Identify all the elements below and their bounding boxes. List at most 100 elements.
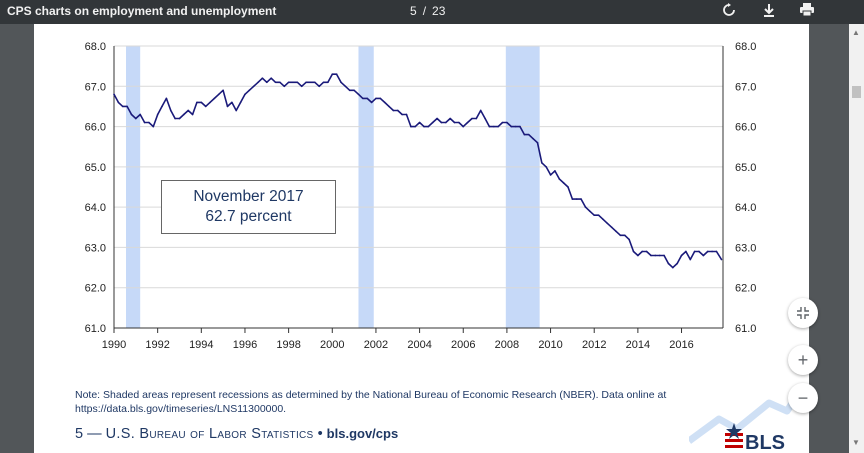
data-point-23 xyxy=(213,97,216,100)
data-point-28 xyxy=(235,109,238,112)
data-point-43 xyxy=(300,85,303,88)
data-point-44 xyxy=(305,81,307,84)
data-point-2 xyxy=(121,105,124,108)
logo-text: BLS xyxy=(745,432,785,453)
data-point-49 xyxy=(327,81,329,84)
footer-bullet: • xyxy=(317,426,323,442)
data-point-128 xyxy=(671,266,674,269)
data-point-123 xyxy=(650,254,652,257)
data-point-116 xyxy=(619,234,622,237)
scroll-up-icon[interactable]: ▲ xyxy=(852,28,860,37)
data-point-134 xyxy=(698,250,700,253)
data-point-107 xyxy=(580,198,582,200)
data-point-45 xyxy=(309,81,312,84)
data-point-81 xyxy=(466,121,469,124)
x-tick-2016: 2016 xyxy=(669,339,693,351)
slide-footer: 5 — U.S. Bureau of Labor Statistics • bl… xyxy=(75,426,398,442)
data-point-84 xyxy=(479,109,482,112)
scrollbar-thumb[interactable] xyxy=(852,86,861,98)
x-tick-2000: 2000 xyxy=(320,339,344,351)
data-point-99 xyxy=(545,166,547,168)
data-point-40 xyxy=(287,81,290,84)
data-point-52 xyxy=(340,81,342,84)
y-tick-left-67.0: 67.0 xyxy=(85,81,106,93)
footer-agency: U.S. Bureau of Labor Statistics xyxy=(105,426,314,442)
data-point-32 xyxy=(252,85,255,88)
vertical-scrollbar[interactable]: ▲ ▼ xyxy=(849,24,864,453)
x-tick-1996: 1996 xyxy=(233,339,257,351)
data-point-92 xyxy=(514,125,517,128)
callout-value: 62.7 percent xyxy=(205,208,292,225)
data-point-122 xyxy=(645,250,648,253)
scroll-down-icon[interactable]: ▼ xyxy=(852,438,860,447)
data-point-76 xyxy=(444,121,447,124)
data-point-17 xyxy=(187,109,190,112)
zoom-out-button[interactable]: − xyxy=(788,383,818,413)
data-point-66 xyxy=(401,113,403,116)
page-separator: / xyxy=(422,4,427,18)
data-point-12 xyxy=(165,97,168,100)
data-point-87 xyxy=(493,125,495,128)
data-point-88 xyxy=(497,125,499,128)
footer-page-number: 5 xyxy=(75,426,84,442)
callout-date: November 2017 xyxy=(193,188,304,205)
data-point-4 xyxy=(130,113,133,116)
data-point-80 xyxy=(462,125,465,128)
data-point-115 xyxy=(615,230,617,233)
data-point-77 xyxy=(449,117,451,120)
data-point-75 xyxy=(440,121,443,124)
data-point-91 xyxy=(510,125,513,128)
data-point-34 xyxy=(261,77,264,80)
data-point-112 xyxy=(602,218,604,221)
x-tick-1998: 1998 xyxy=(276,339,300,351)
x-tick-2012: 2012 xyxy=(582,339,606,351)
data-point-121 xyxy=(641,250,644,253)
current-page-number[interactable]: 5 xyxy=(410,4,417,18)
x-tick-2002: 2002 xyxy=(364,339,388,351)
note-line-1: Note: Shaded areas represent recessions … xyxy=(75,389,667,401)
data-point-51 xyxy=(335,73,338,75)
data-point-14 xyxy=(174,117,176,120)
data-point-3 xyxy=(126,105,128,108)
data-point-103 xyxy=(562,182,565,184)
print-icon[interactable] xyxy=(798,3,816,21)
data-point-94 xyxy=(523,133,526,136)
data-point-102 xyxy=(558,178,561,180)
x-tick-2008: 2008 xyxy=(495,339,519,351)
recession-shading xyxy=(126,46,540,328)
data-point-117 xyxy=(623,234,626,237)
data-point-133 xyxy=(693,250,696,253)
data-point-100 xyxy=(549,174,552,176)
y-tick-right-65.0: 65.0 xyxy=(735,162,756,174)
y-tick-right-63.0: 63.0 xyxy=(735,242,756,254)
data-point-8 xyxy=(148,121,150,124)
footer-url: bls.gov/cps xyxy=(326,426,399,441)
data-point-5 xyxy=(135,117,137,120)
pdf-page: 61.0 62.0 63.0 64.0 65.0 66.0 67.0 68.0 61.0 62.… xyxy=(34,24,809,453)
data-point-7 xyxy=(143,121,146,124)
rotate-icon[interactable] xyxy=(720,3,738,21)
data-point-13 xyxy=(169,109,172,112)
note-line-2[interactable]: https://data.bls.gov/timeseries/LNS11300… xyxy=(75,403,287,415)
fit-to-page-icon xyxy=(797,307,809,319)
data-point-41 xyxy=(292,81,294,84)
data-point-20 xyxy=(200,101,203,104)
fit-to-page-button[interactable] xyxy=(788,298,818,328)
data-point-83 xyxy=(475,117,478,120)
data-point-68 xyxy=(410,125,412,128)
data-point-118 xyxy=(628,238,630,241)
y-axis-left-labels: 61.0 62.0 63.0 64.0 65.0 66.0 67.0 68.0 xyxy=(85,41,106,335)
data-point-21 xyxy=(204,105,207,108)
data-point-131 xyxy=(685,250,687,253)
data-point-39 xyxy=(283,85,286,88)
data-point-105 xyxy=(571,198,574,200)
data-point-27 xyxy=(231,101,233,104)
data-point-1 xyxy=(117,101,120,104)
data-point-132 xyxy=(689,258,692,261)
download-icon[interactable] xyxy=(760,3,778,21)
data-point-71 xyxy=(423,125,425,128)
data-point-74 xyxy=(436,117,438,120)
zoom-in-button[interactable]: + xyxy=(788,345,818,375)
data-point-59 xyxy=(370,101,373,104)
document-title: CPS charts on employment and unemploymen… xyxy=(7,4,277,18)
